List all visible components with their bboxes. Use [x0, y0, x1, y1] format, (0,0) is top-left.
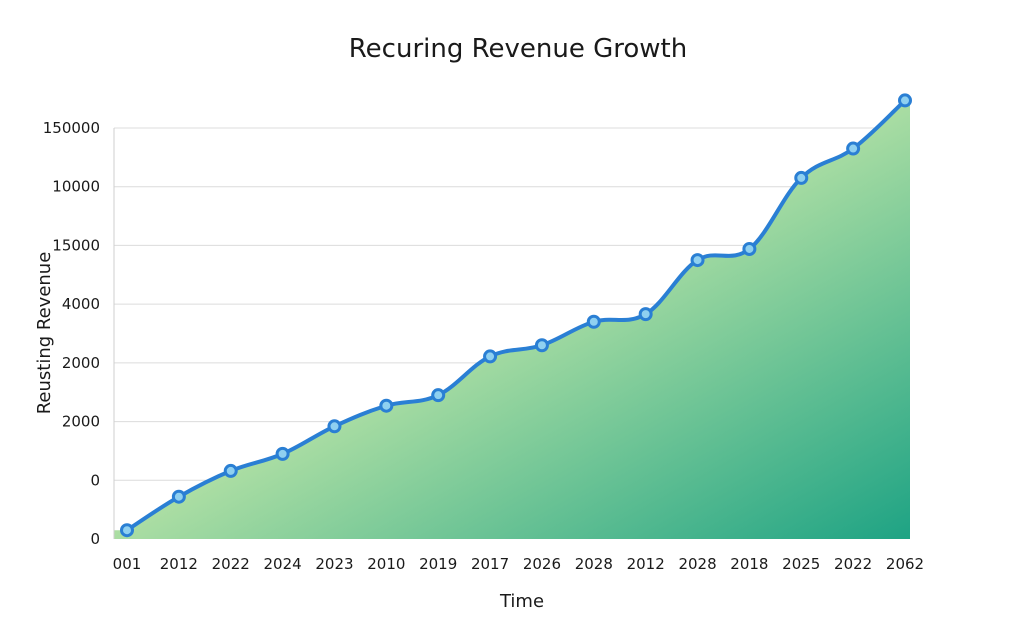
data-point	[120, 523, 134, 538]
x-axis-label: Time	[499, 591, 544, 612]
data-point	[327, 419, 342, 434]
y-tick-label: 0	[90, 530, 100, 548]
y-tick-label: 2000	[62, 413, 100, 431]
series-markers	[120, 93, 912, 538]
x-tick-label: 2026	[523, 555, 561, 573]
data-point	[223, 463, 238, 478]
x-tick-label: 2022	[834, 555, 872, 573]
x-tick-label: 2022	[212, 555, 250, 573]
data-point	[846, 141, 861, 156]
y-tick-label: 4000	[62, 295, 100, 313]
data-point	[638, 307, 653, 322]
x-tick-label: 2012	[627, 555, 665, 573]
data-point	[690, 253, 705, 268]
data-point	[431, 388, 446, 403]
data-point	[794, 170, 809, 185]
series-line	[125, 98, 907, 533]
x-tick-label: 2024	[264, 555, 302, 573]
y-tick-label: 15000	[52, 236, 100, 254]
data-point	[586, 314, 601, 329]
x-tick-label: 2023	[315, 555, 353, 573]
x-tick-label: 2025	[782, 555, 820, 573]
data-point	[171, 489, 186, 504]
x-tick-label: 2028	[678, 555, 716, 573]
y-axis-label: Reusting Revenue	[34, 252, 55, 415]
x-tick-label: 2062	[886, 555, 924, 573]
x-tick-label: 2010	[367, 555, 405, 573]
data-point	[534, 338, 549, 353]
y-tick-label: 2000	[62, 354, 100, 372]
x-tick-label: 001	[113, 555, 142, 573]
data-point	[898, 93, 912, 108]
x-tick-label: 2017	[471, 555, 509, 573]
y-axis-ticks: 0 0 2000 2000 4000 15000 10000 150000	[43, 119, 100, 548]
data-point	[742, 241, 757, 256]
y-tick-label: 0	[90, 471, 100, 489]
data-point	[275, 446, 290, 461]
data-point	[379, 398, 394, 413]
x-tick-label: 2012	[160, 555, 198, 573]
y-tick-label: 150000	[43, 119, 100, 137]
data-point	[483, 349, 498, 364]
x-tick-label: 2028	[575, 555, 613, 573]
x-tick-label: 2019	[419, 555, 457, 573]
x-tick-label: 2018	[730, 555, 768, 573]
chart-title: Recuring Revenue Growth	[349, 34, 687, 64]
area-fill	[114, 100, 910, 539]
y-tick-label: 10000	[52, 178, 100, 196]
x-axis-ticks: 001 2012 2022 2024 2023 2010 2019 2017 2026 2028 2…	[113, 555, 924, 573]
